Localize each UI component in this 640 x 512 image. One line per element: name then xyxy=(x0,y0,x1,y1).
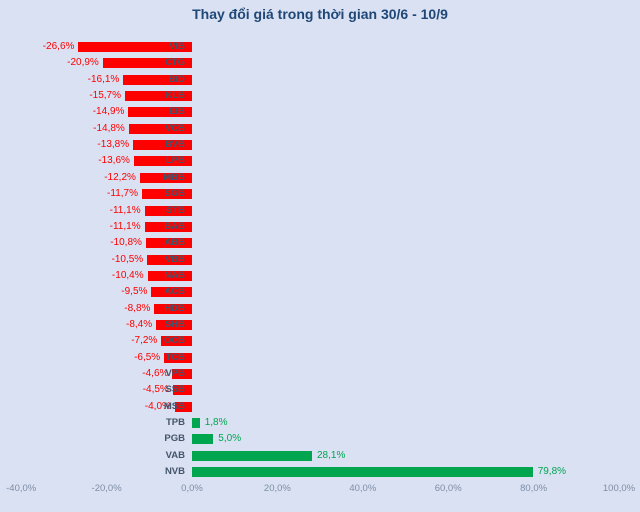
bar xyxy=(192,434,214,444)
x-axis-tick: -40,0% xyxy=(6,483,37,494)
bar xyxy=(125,91,192,101)
ticker-label: KLB xyxy=(165,90,185,101)
value-label: 1,8% xyxy=(204,417,228,428)
ticker-label: SHB xyxy=(164,319,185,330)
ticker-label: HDB xyxy=(164,303,185,314)
ticker-label: ACB xyxy=(164,286,185,297)
value-label: 28,1% xyxy=(317,450,346,461)
ticker-label: NAB xyxy=(164,270,185,281)
value-label: -9,5% xyxy=(121,286,148,297)
bar xyxy=(192,451,312,461)
ticker-label: EIB xyxy=(169,106,185,117)
value-label: -13,8% xyxy=(97,139,130,150)
x-axis-tick: -20,0% xyxy=(91,483,122,494)
x-axis-tick: 0,0% xyxy=(181,483,203,494)
bar xyxy=(139,173,192,183)
value-label: -4,0% xyxy=(144,401,171,412)
ticker-label: VPB xyxy=(165,368,185,379)
x-axis-tick: 80,0% xyxy=(520,483,548,494)
value-label: -16,1% xyxy=(87,74,120,85)
ticker-label: MSB xyxy=(163,401,185,412)
ticker-label: PGB xyxy=(164,433,185,444)
bar xyxy=(192,418,200,428)
ticker-label: VBB xyxy=(164,254,185,265)
value-label: -4,5% xyxy=(142,384,169,395)
value-label: -26,6% xyxy=(42,41,75,52)
bar xyxy=(154,304,192,314)
bar xyxy=(78,42,192,52)
bar xyxy=(142,189,192,199)
value-label: -8,8% xyxy=(124,303,151,314)
bar xyxy=(123,75,192,85)
ticker-label: CTG xyxy=(164,57,185,68)
value-label: -10,5% xyxy=(111,254,144,265)
ticker-label: ABB xyxy=(164,237,185,248)
ticker-label: STB xyxy=(166,205,185,216)
value-label: -14,8% xyxy=(93,123,125,134)
value-label: -6,5% xyxy=(134,352,161,363)
bar xyxy=(144,206,192,216)
x-axis-tick: 40,0% xyxy=(349,483,377,494)
bar xyxy=(156,320,192,330)
chart-title: Thay đổi giá trong thời gian 30/6 - 10/9 xyxy=(192,6,448,22)
bar xyxy=(161,336,192,346)
value-label: -15,7% xyxy=(89,90,121,101)
value-label: -11,7% xyxy=(107,188,138,199)
value-label: -13,6% xyxy=(98,155,130,166)
value-label: -14,9% xyxy=(92,106,125,117)
bar xyxy=(133,156,192,166)
ticker-label: SSB xyxy=(165,384,185,395)
ticker-label: OCB xyxy=(163,335,185,346)
x-axis-tick: 20,0% xyxy=(263,483,291,494)
value-label: -7,2% xyxy=(131,335,158,346)
value-label: -4,6% xyxy=(142,368,169,379)
bar xyxy=(128,124,192,134)
bar xyxy=(151,287,192,297)
value-label: -11,1% xyxy=(109,205,141,216)
value-label: -12,2% xyxy=(104,172,136,183)
value-label: -8,4% xyxy=(125,319,153,330)
ticker-label: LPB xyxy=(166,155,185,166)
bar xyxy=(128,107,192,117)
ticker-label: BID xyxy=(168,74,185,85)
ticker-label: SGB xyxy=(164,188,185,199)
bar xyxy=(147,271,192,281)
bar xyxy=(144,222,192,232)
bar xyxy=(172,385,192,395)
x-axis-tick: 100,0% xyxy=(602,483,636,494)
bar xyxy=(102,58,192,68)
ticker-label: TCB xyxy=(165,352,185,363)
ticker-label: NVB xyxy=(164,466,185,477)
ticker-label: MBB xyxy=(163,172,185,183)
bar xyxy=(192,467,533,477)
value-label: -11,1% xyxy=(109,221,141,232)
value-label: -10,8% xyxy=(110,237,142,248)
ticker-label: BAB xyxy=(164,221,185,232)
value-label: 79,8% xyxy=(537,466,567,477)
ticker-label: VAB xyxy=(165,450,185,461)
ticker-label: VIB xyxy=(169,41,185,52)
ticker-label: VCB xyxy=(164,123,185,134)
ticker-label: BVB xyxy=(164,139,185,150)
value-label: -10,4% xyxy=(111,270,144,281)
bar xyxy=(133,140,192,150)
bar xyxy=(147,255,192,265)
bar xyxy=(174,402,192,412)
value-label: 5,0% xyxy=(218,433,242,444)
ticker-label: TPB xyxy=(166,417,185,428)
bar xyxy=(164,353,192,363)
x-axis-tick: 60,0% xyxy=(434,483,462,494)
bar xyxy=(145,238,192,248)
value-label: -20,9% xyxy=(67,57,99,68)
bar xyxy=(172,369,192,379)
